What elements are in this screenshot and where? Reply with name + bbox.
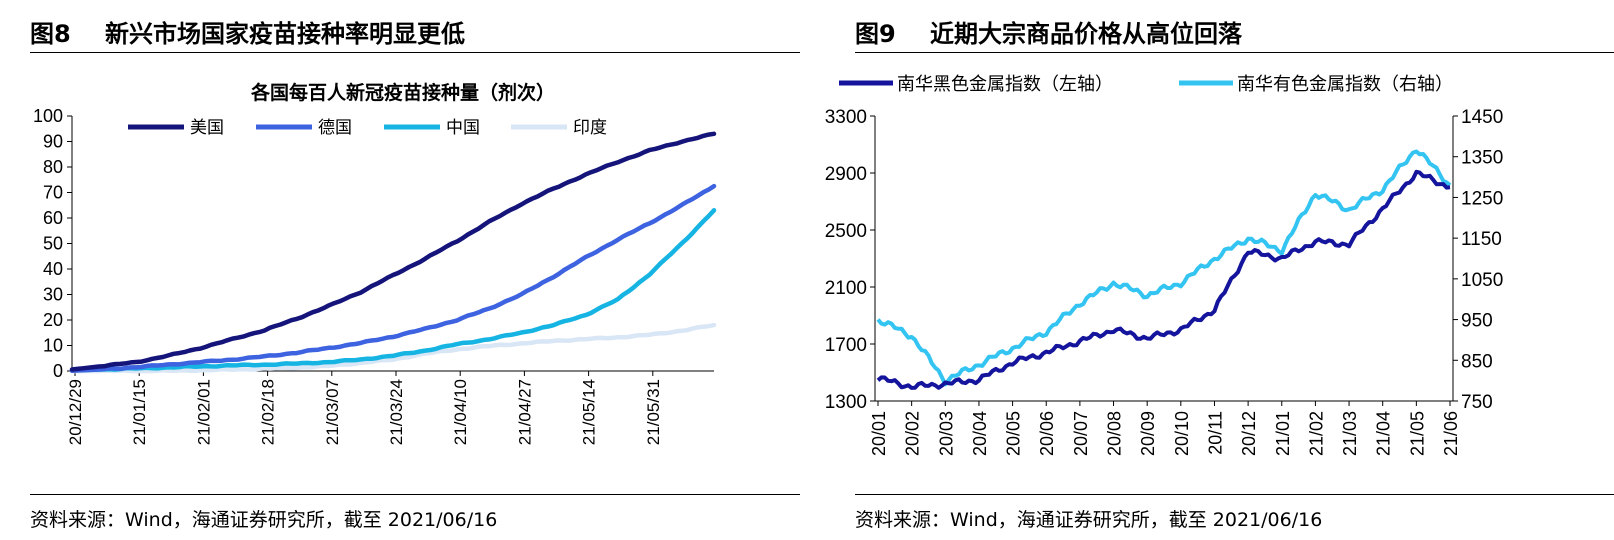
x-tick-label: 21/02/18	[259, 379, 278, 445]
x-tick-label: 20/10	[1172, 411, 1192, 456]
x-tick-label: 21/05	[1407, 411, 1427, 456]
right-y-tick-label: 1450	[1461, 107, 1503, 128]
right-y-tick-label: 850	[1461, 351, 1493, 372]
x-tick-label: 20/06	[1037, 411, 1057, 456]
x-tick-label: 21/01	[1273, 411, 1293, 456]
left-y-tick-label: 1700	[825, 335, 867, 356]
x-tick-label: 21/04	[1374, 411, 1394, 456]
legend-label-0: 美国	[190, 118, 224, 138]
x-tick-label: 21/06	[1441, 411, 1461, 456]
vaccination-line-chart: 各国每百人新冠疫苗接种量（剂次） 0 10 20 30 40 50 60 70 80 90 100 20…	[33, 81, 717, 445]
figure-8-title: 新兴市场国家疫苗接种率明显更低	[105, 20, 465, 48]
x-tick-label: 21/03	[1340, 411, 1360, 456]
figure-9-top-rule	[855, 52, 1614, 53]
right-y-tick-label: 950	[1461, 311, 1493, 332]
figure-9-title: 近期大宗商品价格从高位回落	[930, 20, 1242, 48]
series-line-3	[69, 322, 717, 374]
x-tick-label: 20/08	[1105, 411, 1125, 456]
legend-label-black: 南华黑色金属指数（左轴）	[897, 74, 1113, 95]
y-tick-label: 30	[43, 285, 63, 305]
right-y-tick-label: 1050	[1461, 270, 1503, 291]
black-metal-index-line	[876, 169, 1451, 390]
left-y-tick-label: 1300	[825, 392, 867, 413]
x-tick-label: 20/09	[1138, 411, 1158, 456]
y-tick-label: 90	[43, 132, 63, 152]
y-tick-label: 50	[43, 234, 63, 254]
figure-8-number: 图8	[30, 20, 71, 48]
y-tick-label: 0	[53, 361, 63, 381]
figure-9-bottom-rule	[855, 494, 1614, 495]
legend-label-2: 中国	[446, 118, 480, 138]
left-y-tick-label: 2500	[825, 221, 867, 242]
left-y-tick-label: 3300	[825, 107, 867, 128]
nonferrous-index-line	[876, 149, 1452, 387]
y-tick-label: 20	[43, 310, 63, 330]
right-y-tick-label: 750	[1461, 392, 1493, 413]
chart-title: 各国每百人新冠疫苗接种量（剂次）	[250, 81, 555, 104]
figure-9-panel: 图9 近期大宗商品价格从高位回落 1300 1700 2100 2500 2900 3300…	[825, 0, 1614, 540]
left-y-tick-label: 2100	[825, 278, 867, 299]
x-tick-label: 20/12	[1239, 411, 1259, 456]
x-tick-label: 20/07	[1071, 411, 1091, 456]
x-tick-label: 20/12/29	[66, 379, 85, 445]
figure-9-source: 资料来源：Wind，海通证券研究所，截至 2021/06/16	[855, 509, 1323, 531]
x-tick-label: 21/05/14	[580, 379, 599, 445]
legend-label-nonferrous: 南华有色金属指数（右轴）	[1237, 74, 1453, 95]
x-tick-label: 21/05/31	[644, 379, 663, 445]
x-tick-label: 20/05	[1004, 411, 1024, 456]
y-tick-label: 100	[33, 106, 63, 126]
legend-label-3: 印度	[573, 118, 607, 138]
x-tick-label: 21/03/07	[323, 379, 342, 445]
x-tick-label: 20/04	[970, 411, 990, 456]
y-tick-label: 60	[43, 208, 63, 228]
x-tick-label: 20/11	[1205, 411, 1225, 455]
x-tick-label: 21/02/01	[194, 379, 213, 445]
y-tick-label: 70	[43, 183, 63, 203]
right-y-tick-label: 1250	[1461, 188, 1503, 209]
series-line-1	[69, 183, 717, 373]
figure-8-panel: 图8 新兴市场国家疫苗接种率明显更低 各国每百人新冠疫苗接种量（剂次） 0 10 20 3…	[0, 0, 800, 540]
x-tick-label: 20/02	[903, 411, 923, 456]
x-tick-label: 20/01	[869, 411, 889, 456]
x-tick-label: 21/04/27	[515, 379, 534, 445]
figure-9-heading: 图9 近期大宗商品价格从高位回落	[855, 14, 1614, 48]
figure-8-heading: 图8 新兴市场国家疫苗接种率明显更低	[30, 14, 800, 48]
x-tick-label: 21/01/15	[130, 379, 149, 445]
x-tick-label: 20/03	[936, 411, 956, 456]
y-tick-label: 80	[43, 157, 63, 177]
figure-8-source: 资料来源：Wind，海通证券研究所，截至 2021/06/16	[30, 509, 498, 531]
right-y-tick-label: 1350	[1461, 148, 1503, 169]
x-tick-label: 21/04/10	[451, 379, 470, 445]
figure-8-top-rule	[30, 52, 800, 53]
left-y-tick-label: 2900	[825, 164, 867, 185]
commodity-index-line-chart: 1300 1700 2100 2500 2900 3300 750 850 950 1050 115…	[825, 74, 1504, 456]
legend-label-1: 德国	[318, 118, 352, 138]
series-line-2	[69, 208, 717, 373]
figure-9-number: 图9	[855, 20, 896, 48]
y-tick-label: 10	[43, 336, 63, 356]
y-tick-label: 40	[43, 259, 63, 279]
x-tick-label: 21/02	[1306, 411, 1326, 456]
series-line-0	[69, 131, 717, 372]
figure-8-bottom-rule	[30, 494, 800, 495]
x-tick-label: 21/03/24	[387, 379, 406, 445]
right-y-tick-label: 1150	[1461, 229, 1502, 250]
